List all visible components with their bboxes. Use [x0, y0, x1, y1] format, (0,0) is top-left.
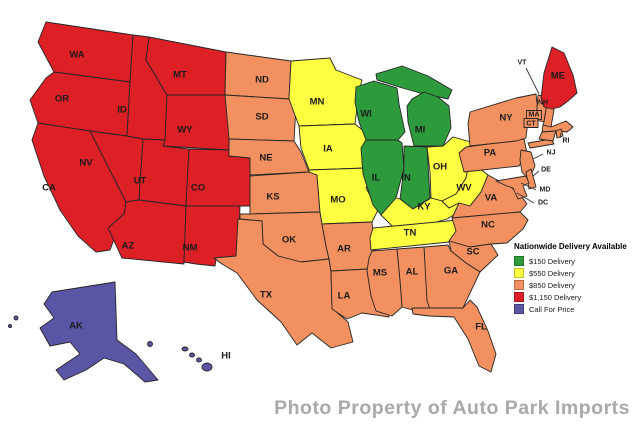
legend-item-label: $850 Delivery — [529, 280, 575, 290]
state-label-md: MD — [540, 187, 551, 194]
watermark-text: Photo Property of Auto Park Imports — [274, 397, 630, 419]
legend-item-label: $550 Delivery — [529, 268, 575, 278]
legend-swatch — [514, 256, 524, 266]
legend-swatch — [514, 280, 524, 290]
leader-line-vt — [525, 67, 540, 95]
legend-item: $850 Delivery — [514, 280, 638, 290]
leader-lines — [516, 67, 562, 204]
state-HI — [181, 346, 213, 372]
legend-item: $1,150 Delivery — [514, 292, 638, 302]
state-label-dc: DC — [538, 200, 548, 207]
state-NY — [467, 93, 555, 149]
legend-swatch — [514, 268, 524, 278]
state-label-de: DE — [541, 167, 551, 174]
leader-line-ri — [559, 132, 562, 139]
state-KS — [249, 171, 321, 215]
states-layer — [8, 21, 578, 383]
leader-line-de — [532, 170, 540, 177]
state-AZ — [107, 199, 187, 265]
state-CO — [185, 148, 251, 207]
state-label-vt: VT — [518, 60, 528, 67]
state-UT — [138, 138, 190, 207]
state-RI — [555, 128, 564, 139]
state-MS — [366, 248, 403, 317]
legend-title: Nationwide Delivery Available — [514, 242, 627, 251]
state-CT — [523, 118, 557, 142]
legend-item-label: Call For Price — [529, 304, 575, 314]
leader-line-nj — [532, 153, 544, 160]
state-NE — [228, 138, 310, 176]
state-NC — [448, 211, 529, 248]
state-WY — [162, 94, 231, 151]
legend-item-label: $1,150 Delivery — [529, 292, 582, 302]
legend-item: Call For Price — [514, 304, 638, 314]
state-MN — [288, 57, 363, 127]
legend-items: $150 Delivery $550 Delivery $850 Delivery $… — [514, 256, 638, 314]
leader-line-md — [520, 182, 537, 191]
state-IA — [298, 123, 371, 171]
state-TN — [369, 219, 464, 251]
state-ME — [540, 46, 578, 110]
state-label-hi: HI — [221, 351, 231, 362]
state-WI — [354, 80, 406, 141]
state-IN — [399, 145, 431, 210]
state-label-nj: NJ — [547, 150, 556, 157]
legend-item: $150 Delivery — [514, 256, 638, 266]
state-AK — [8, 281, 159, 383]
state-MI — [375, 65, 453, 147]
leader-line-dc — [516, 192, 535, 204]
legend-item: $550 Delivery — [514, 268, 638, 278]
state-TX — [213, 218, 354, 349]
legend-swatch — [514, 304, 524, 314]
state-SD — [224, 94, 297, 142]
state-FL — [411, 299, 497, 373]
legend: Nationwide Delivery Available $150 Deliv… — [514, 242, 638, 316]
legend-swatch — [514, 292, 524, 302]
state-AR — [321, 221, 376, 272]
state-label-ri: RI — [563, 138, 570, 145]
legend-item-label: $150 Delivery — [529, 256, 575, 266]
state-MD — [495, 175, 530, 200]
state-ND — [224, 51, 292, 100]
